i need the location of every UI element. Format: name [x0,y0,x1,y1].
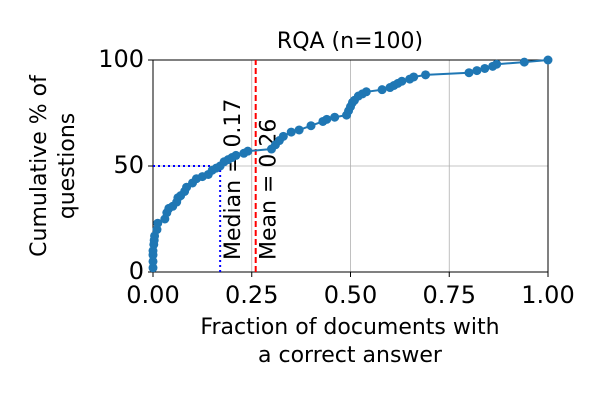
data-point [543,55,553,65]
data-point [286,127,296,137]
data-point [306,121,316,131]
data-point [330,112,340,122]
median-label: Median = 0.17 [221,99,246,260]
data-point [472,66,482,76]
y-tick-label: 100 [98,45,144,73]
y-tick-label: 0 [129,257,144,285]
data-point [492,59,502,69]
data-point [480,63,490,73]
data-point [294,125,304,135]
chart-title: RQA (n=100) [277,29,423,54]
data-point [231,150,241,160]
y-tick-label: 50 [113,151,144,179]
data-point [397,76,407,86]
x-tick-label: 0.75 [423,281,476,309]
data-point [421,70,431,80]
x-tick-label: 1.00 [521,281,574,309]
data-point [243,146,253,156]
x-axis-label: Fraction of documents with [200,315,499,340]
data-point [377,85,387,95]
data-point [464,68,474,78]
x-axis-label: a correct answer [258,343,443,368]
x-tick-label: 0.25 [225,281,278,309]
data-point [519,57,529,67]
data-point [278,131,288,141]
data-point [409,72,419,82]
x-tick-label: 0.00 [126,281,179,309]
data-point [148,256,158,266]
data-point [361,87,371,97]
x-tick-label: 0.50 [324,281,377,309]
data-point [148,263,158,273]
y-axis-label: questions [55,113,80,220]
data-point [322,114,332,124]
y-axis-label: Cumulative % of [27,74,52,257]
data-point [153,218,163,228]
